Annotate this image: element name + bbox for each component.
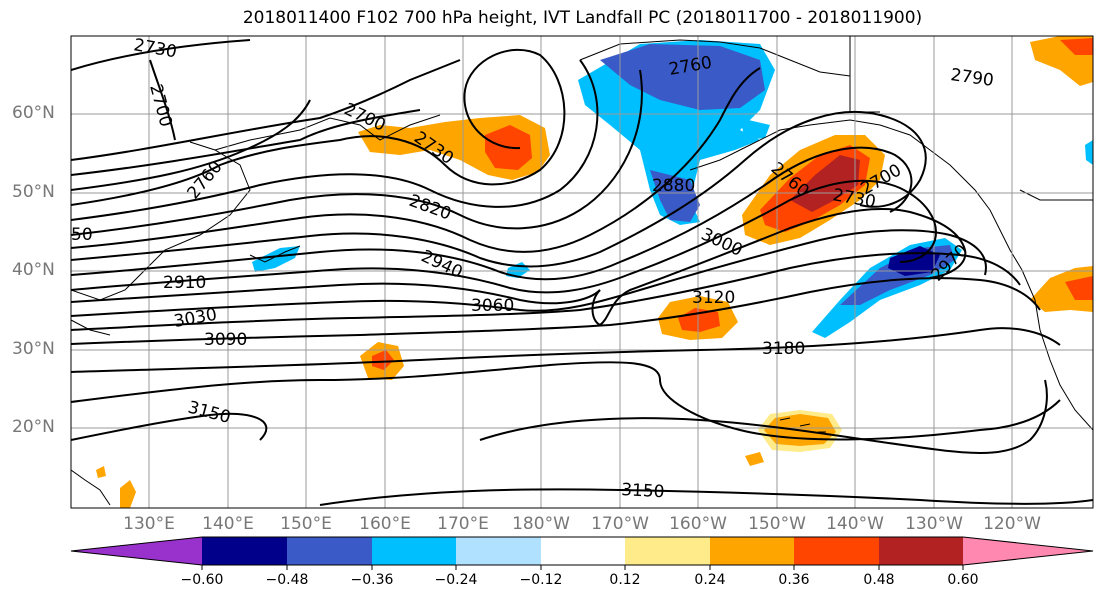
lon-label-160w: 160°W — [669, 514, 727, 534]
contour-label: 2940 — [418, 246, 466, 282]
colorbar-tick-label: 0.12 — [609, 572, 641, 588]
colorbar-swatch — [202, 537, 287, 565]
lon-label-160e: 160°E — [359, 514, 411, 534]
negative-anomaly-bering-mid — [650, 170, 700, 222]
contour-label: 2880 — [652, 176, 695, 196]
colorbar-swatch — [372, 537, 456, 565]
colorbar-tick-label: 0.36 — [778, 572, 810, 588]
colorbar-swatch — [879, 537, 963, 565]
lon-label-140w: 140°W — [826, 514, 884, 534]
colorbar-tick-label: −0.24 — [434, 572, 478, 588]
positive-anomaly-gulf-alaska-dark — [790, 155, 860, 212]
colorbar-tick-label: −0.60 — [180, 572, 224, 588]
lon-label-180w: 180°W — [512, 514, 570, 534]
colorbar-tick-label: −0.12 — [519, 572, 563, 588]
contour-label: 3120 — [692, 288, 735, 308]
colorbar-swatch — [794, 537, 879, 565]
colorbar-swatch — [287, 537, 372, 565]
lon-label-170w: 170°W — [591, 514, 649, 534]
negative-anomaly-gulf — [740, 118, 770, 140]
lon-label-130w: 130°W — [905, 514, 963, 534]
contour-labels: 2730 2700 2760 2700 2730 2820 2760 2880 … — [71, 35, 995, 502]
lon-label-150w: 150°W — [748, 514, 806, 534]
colorbar-tick-label: 0.60 — [947, 572, 979, 588]
lat-label-30n: 30°N — [12, 339, 55, 359]
positive-anomaly-sw — [120, 480, 136, 508]
lon-label-140e: 140°E — [202, 514, 254, 534]
contour-label: 3060 — [471, 296, 514, 316]
colorbar-tick-label: 0.48 — [863, 572, 895, 588]
negative-anomaly-japan — [252, 246, 300, 272]
contour-label: 2910 — [163, 273, 206, 293]
colorbar-swatch — [456, 537, 541, 565]
negative-anomaly-canada — [1085, 140, 1093, 165]
contour-label: 3090 — [204, 330, 247, 350]
positive-anomaly-hawaii-small — [745, 452, 764, 466]
graticule — [71, 36, 1093, 508]
lat-label-60n: 60°N — [12, 103, 55, 123]
contour-label: 2700 — [145, 82, 176, 129]
colorbar-swatch — [710, 537, 794, 565]
height-contours — [71, 39, 1093, 506]
contour-label: 2820 — [406, 191, 453, 225]
contour-label: 3180 — [762, 339, 805, 359]
coastlines — [71, 36, 1093, 506]
colorbar-tick-label: −0.48 — [265, 572, 309, 588]
colorbar-extend-min — [71, 537, 202, 565]
lat-label-40n: 40°N — [12, 260, 55, 280]
colorbar-extend-max — [963, 537, 1093, 565]
colorbar-tick-label: 0.24 — [694, 572, 726, 588]
negative-anomaly-alaska-mid — [600, 44, 765, 110]
contour-label: 2730 — [132, 35, 178, 62]
contour-label: 50 — [71, 225, 93, 245]
lon-label-150e: 150°E — [280, 514, 332, 534]
contour-label: 2790 — [949, 65, 995, 91]
contour-label: 3150 — [621, 480, 665, 502]
positive-anomaly-us-coast — [1030, 266, 1093, 312]
lon-label-120w: 120°W — [983, 514, 1041, 534]
positive-anomaly-sw2 — [96, 466, 106, 478]
map-frame — [70, 35, 1094, 509]
lat-label-20n: 20°N — [12, 417, 55, 437]
colorbar-swatch — [541, 537, 625, 565]
positive-anomaly-ne-corner-mid — [1060, 38, 1093, 55]
lat-label-50n: 50°N — [12, 182, 55, 202]
figure-title: 2018011400 F102 700 hPa height, IVT Land… — [242, 8, 923, 28]
colorbar-swatch — [625, 537, 710, 565]
positive-anomaly-west-pacific-mid — [372, 350, 394, 370]
colorbar — [70, 536, 1094, 570]
colorbar-tick-label: −0.36 — [350, 572, 394, 588]
positive-anomaly-us-coast-mid — [1065, 276, 1093, 300]
lon-label-130e: 130°E — [123, 514, 175, 534]
contour-label: 3150 — [186, 398, 233, 429]
lon-label-170e: 170°E — [437, 514, 489, 534]
